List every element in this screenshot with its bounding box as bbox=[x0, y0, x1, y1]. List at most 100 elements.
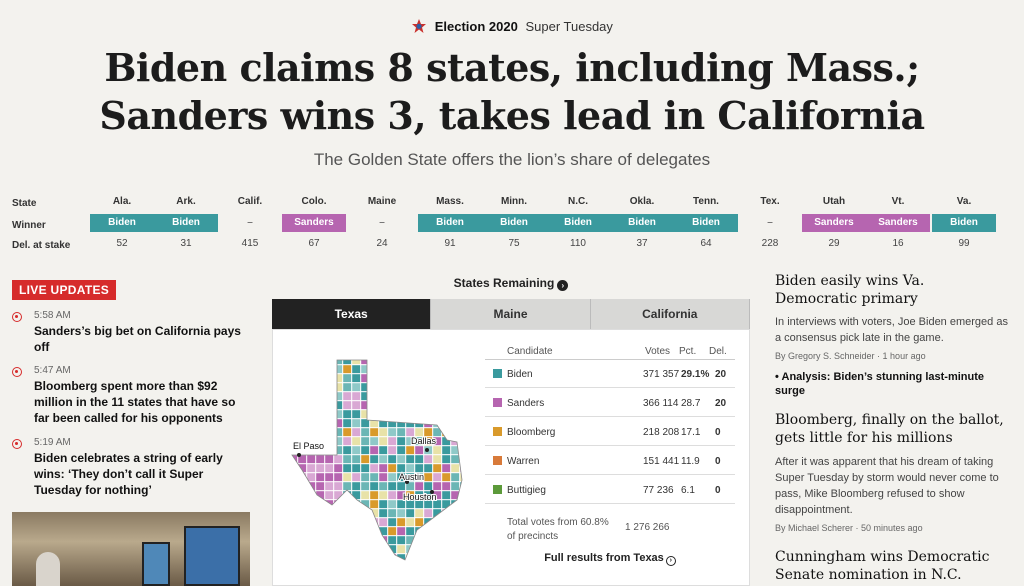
county-cell[interactable] bbox=[369, 364, 379, 374]
county-cell[interactable] bbox=[423, 400, 433, 410]
county-cell[interactable] bbox=[396, 364, 406, 374]
county-cell[interactable] bbox=[388, 563, 396, 570]
county-cell[interactable] bbox=[450, 526, 460, 536]
county-cell[interactable] bbox=[432, 553, 442, 562]
county-cell[interactable] bbox=[369, 544, 379, 554]
county-cell[interactable] bbox=[414, 427, 424, 437]
county-cell[interactable] bbox=[405, 436, 415, 446]
county-cell[interactable] bbox=[360, 535, 370, 545]
county-cell[interactable] bbox=[351, 427, 361, 437]
county-cell[interactable] bbox=[351, 544, 361, 554]
county-cell[interactable] bbox=[387, 373, 397, 383]
county-cell[interactable] bbox=[432, 499, 442, 509]
county-cell[interactable] bbox=[432, 544, 442, 554]
county-cell[interactable] bbox=[414, 409, 424, 419]
kicker-sub[interactable]: Super Tuesday bbox=[525, 19, 613, 34]
county-cell[interactable] bbox=[405, 364, 415, 374]
byline-author[interactable]: By Gregory S. Schneider bbox=[775, 351, 875, 361]
county-cell[interactable] bbox=[378, 436, 388, 446]
county-cell[interactable] bbox=[369, 409, 379, 419]
county-cell[interactable] bbox=[306, 454, 316, 464]
county-cell[interactable] bbox=[405, 481, 415, 491]
county-cell[interactable] bbox=[459, 445, 468, 455]
county-cell[interactable] bbox=[459, 526, 468, 536]
county-cell[interactable] bbox=[414, 391, 424, 401]
county-cell[interactable] bbox=[333, 526, 343, 536]
county-cell[interactable] bbox=[324, 427, 334, 437]
county-cell[interactable] bbox=[342, 499, 352, 509]
county-cell[interactable] bbox=[378, 400, 388, 410]
county-cell[interactable] bbox=[342, 364, 352, 374]
county-cell[interactable] bbox=[297, 382, 307, 392]
county-cell[interactable] bbox=[387, 427, 397, 437]
county-cell[interactable] bbox=[360, 517, 370, 527]
county-cell[interactable] bbox=[414, 544, 424, 554]
county-cell[interactable] bbox=[360, 373, 370, 383]
county-cell[interactable] bbox=[333, 400, 343, 410]
county-cell[interactable] bbox=[405, 356, 415, 365]
county-cell[interactable] bbox=[441, 526, 451, 536]
county-cell[interactable] bbox=[423, 364, 433, 374]
county-cell[interactable] bbox=[297, 535, 307, 545]
county-cell[interactable] bbox=[333, 553, 343, 562]
county-cell[interactable] bbox=[378, 391, 388, 401]
county-cell[interactable] bbox=[459, 391, 468, 401]
county-cell[interactable] bbox=[450, 391, 460, 401]
county-cell[interactable] bbox=[297, 418, 307, 428]
county-cell[interactable] bbox=[297, 364, 307, 374]
county-cell[interactable] bbox=[306, 418, 316, 428]
county-cell[interactable] bbox=[450, 356, 460, 365]
county-cell[interactable] bbox=[405, 427, 415, 437]
county-cell[interactable] bbox=[369, 391, 379, 401]
county-cell[interactable] bbox=[315, 517, 325, 527]
county-cell[interactable] bbox=[441, 553, 451, 562]
county-cell[interactable] bbox=[369, 499, 379, 509]
county-cell[interactable] bbox=[289, 472, 298, 482]
county-cell[interactable] bbox=[315, 499, 325, 509]
county-cell[interactable] bbox=[423, 544, 433, 554]
county-cell[interactable] bbox=[297, 544, 307, 554]
county-cell[interactable] bbox=[450, 382, 460, 392]
county-cell[interactable] bbox=[289, 508, 298, 518]
county-cell[interactable] bbox=[333, 472, 343, 482]
county-cell[interactable] bbox=[369, 526, 379, 536]
county-cell[interactable] bbox=[387, 391, 397, 401]
county-cell[interactable] bbox=[297, 409, 307, 419]
county-cell[interactable] bbox=[441, 409, 451, 419]
county-cell[interactable] bbox=[450, 454, 460, 464]
county-cell[interactable] bbox=[459, 409, 468, 419]
county-cell[interactable] bbox=[351, 436, 361, 446]
county-cell[interactable] bbox=[333, 463, 343, 473]
county-cell[interactable] bbox=[306, 544, 316, 554]
county-cell[interactable] bbox=[423, 481, 433, 491]
county-cell[interactable] bbox=[423, 472, 433, 482]
county-cell[interactable] bbox=[405, 409, 415, 419]
county-cell[interactable] bbox=[441, 472, 451, 482]
county-cell[interactable] bbox=[414, 481, 424, 491]
county-cell[interactable] bbox=[450, 508, 460, 518]
county-cell[interactable] bbox=[414, 553, 424, 562]
county-cell[interactable] bbox=[459, 508, 468, 518]
county-cell[interactable] bbox=[297, 499, 307, 509]
county-cell[interactable] bbox=[459, 400, 468, 410]
county-cell[interactable] bbox=[351, 508, 361, 518]
county-cell[interactable] bbox=[315, 400, 325, 410]
county-cell[interactable] bbox=[306, 535, 316, 545]
county-cell[interactable] bbox=[459, 454, 468, 464]
county-cell[interactable] bbox=[441, 499, 451, 509]
county-cell[interactable] bbox=[324, 535, 334, 545]
county-cell[interactable] bbox=[369, 373, 379, 383]
county-cell[interactable] bbox=[369, 454, 379, 464]
county-cell[interactable] bbox=[324, 553, 334, 562]
county-cell[interactable] bbox=[360, 463, 370, 473]
county-cell[interactable] bbox=[396, 356, 406, 365]
county-cell[interactable] bbox=[396, 427, 406, 437]
county-cell[interactable] bbox=[441, 454, 451, 464]
news-photo[interactable] bbox=[12, 512, 250, 586]
county-cell[interactable] bbox=[289, 373, 298, 383]
county-cell[interactable] bbox=[405, 490, 415, 500]
county-cell[interactable] bbox=[415, 563, 423, 570]
county-cell[interactable] bbox=[324, 481, 334, 491]
county-cell[interactable] bbox=[315, 481, 325, 491]
county-cell[interactable] bbox=[360, 481, 370, 491]
